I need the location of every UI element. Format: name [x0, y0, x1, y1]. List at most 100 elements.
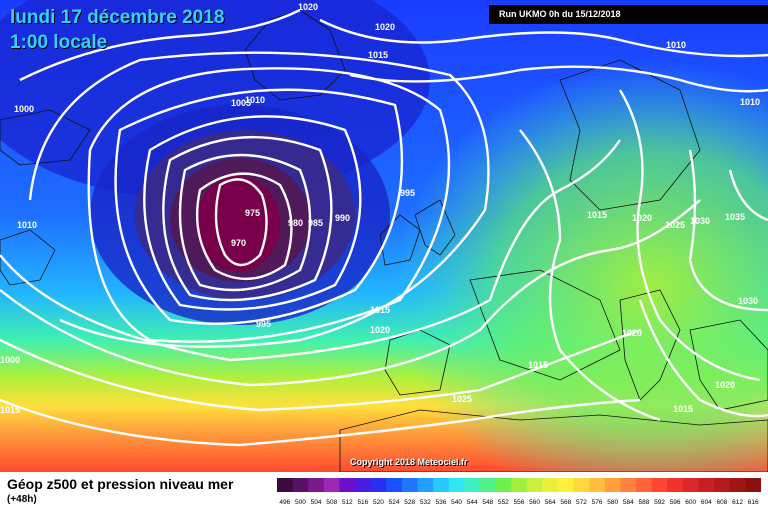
- color-scale-label: 496: [279, 499, 290, 506]
- isobar-label: 1005: [231, 98, 251, 108]
- isobar-label: 1020: [370, 325, 390, 335]
- color-swatch: [667, 478, 684, 492]
- isobar-label: 1020: [622, 328, 642, 338]
- color-swatch: [714, 478, 731, 492]
- color-swatch: [729, 478, 746, 492]
- color-swatch: [745, 478, 761, 492]
- color-scale-label: 600: [685, 499, 696, 506]
- color-scale-label: 556: [514, 499, 525, 506]
- map-title: Géop z500 et pression niveau mer: [7, 476, 234, 492]
- color-scale-label: 584: [623, 499, 634, 506]
- copyright-text: Copyright 2018 Meteociel.fr: [350, 457, 468, 467]
- isobar-label: 1015: [370, 305, 390, 315]
- isobar-label: 1020: [632, 213, 652, 223]
- color-scale-label: 576: [592, 499, 603, 506]
- color-swatch: [604, 478, 621, 492]
- color-scale-label: 564: [545, 499, 556, 506]
- isobar-label: 995: [400, 188, 415, 198]
- color-scale-label: 536: [436, 499, 447, 506]
- color-swatch: [651, 478, 668, 492]
- color-scale-label: 504: [311, 499, 322, 506]
- color-swatch: [620, 478, 637, 492]
- color-scale-label: 528: [404, 499, 415, 506]
- color-scale-label: 560: [529, 499, 540, 506]
- color-swatch: [323, 478, 340, 492]
- color-swatch: [636, 478, 653, 492]
- isobar-labels: 1020 1020 1015 1010 1010 1005 1000 1010 …: [0, 2, 760, 415]
- color-swatch: [292, 478, 309, 492]
- isobar-label: 1035: [725, 212, 745, 222]
- color-scale-label: 532: [420, 499, 431, 506]
- color-scale-label: 516: [357, 499, 368, 506]
- color-swatch: [526, 478, 543, 492]
- isobar-label: 1020: [715, 380, 735, 390]
- isobar-label: 1015: [368, 50, 388, 60]
- isobar-label: 975: [245, 208, 260, 218]
- coastlines: [0, 9, 768, 472]
- color-swatch: [558, 478, 575, 492]
- color-swatch: [682, 478, 700, 492]
- color-swatch: [401, 478, 419, 492]
- isobar-label: 1000: [14, 104, 34, 114]
- color-swatch: [495, 478, 512, 492]
- color-scale-label: 568: [560, 499, 571, 506]
- isobar-label: 1025: [665, 220, 685, 230]
- color-scale-label: 512: [342, 499, 353, 506]
- color-scale-label: 604: [701, 499, 712, 506]
- color-swatch: [370, 478, 387, 492]
- color-scale-label: 596: [670, 499, 681, 506]
- color-scale-label: 508: [326, 499, 337, 506]
- isobar-label: 1010: [740, 97, 760, 107]
- isobar-label: 1020: [298, 2, 318, 12]
- color-scale-label: 612: [732, 499, 743, 506]
- color-swatch: [355, 478, 372, 492]
- forecast-range: (+48h): [7, 494, 37, 505]
- isobar-label: 1030: [738, 296, 758, 306]
- run-info: Run UKMO 0h du 15/12/2018: [489, 5, 768, 24]
- forecast-time: 1:00 locale: [10, 32, 108, 53]
- color-scale-label: 580: [607, 499, 618, 506]
- isobar-label: 1020: [375, 22, 395, 32]
- isobar-label: 1015: [587, 210, 607, 220]
- color-scale-label: 616: [748, 499, 759, 506]
- isobar-label: 980: [288, 218, 303, 228]
- color-swatch: [464, 478, 481, 492]
- isobar-label: 1010: [17, 220, 37, 230]
- color-scale-label: 520: [373, 499, 384, 506]
- isobar-label: 1015: [673, 404, 693, 414]
- color-scale-label: 608: [717, 499, 728, 506]
- color-scale-label: 592: [654, 499, 665, 506]
- color-scale-label: 544: [467, 499, 478, 506]
- color-swatch: [448, 478, 465, 492]
- color-swatch: [339, 478, 356, 492]
- forecast-date: lundi 17 décembre 2018: [10, 7, 225, 28]
- isobar-label: 995: [256, 319, 271, 329]
- isobar-label: 970: [231, 238, 246, 248]
- color-scale-label: 552: [498, 499, 509, 506]
- isobar-label: 1010: [245, 95, 265, 105]
- color-swatch: [417, 478, 434, 492]
- color-swatch: [479, 478, 497, 492]
- color-scale-label: 540: [451, 499, 462, 506]
- color-swatch: [277, 478, 294, 492]
- color-swatch: [542, 478, 559, 492]
- color-scale: 496 500 504 508 512 516 520 524 528 532 536 540 544 5…: [277, 478, 761, 506]
- color-scale-label: 588: [638, 499, 649, 506]
- isobar-label: 1015: [528, 360, 548, 370]
- color-swatch: [433, 478, 450, 492]
- color-swatch: [308, 478, 325, 492]
- color-swatch: [511, 478, 528, 492]
- color-swatch: [573, 478, 590, 492]
- isobar-label: 1010: [666, 40, 686, 50]
- isobars: [0, 8, 768, 447]
- legend-panel: Géop z500 et pression niveau mer (+48h) …: [0, 472, 768, 512]
- isobar-label: 1000: [0, 355, 20, 365]
- color-scale-label: 524: [389, 499, 400, 506]
- color-scale-label: 500: [295, 499, 306, 506]
- color-swatch: [698, 478, 715, 492]
- isobar-label: 985: [308, 218, 323, 228]
- color-scale-label: 548: [482, 499, 493, 506]
- color-swatch: [589, 478, 606, 492]
- isobar-label: 990: [335, 213, 350, 223]
